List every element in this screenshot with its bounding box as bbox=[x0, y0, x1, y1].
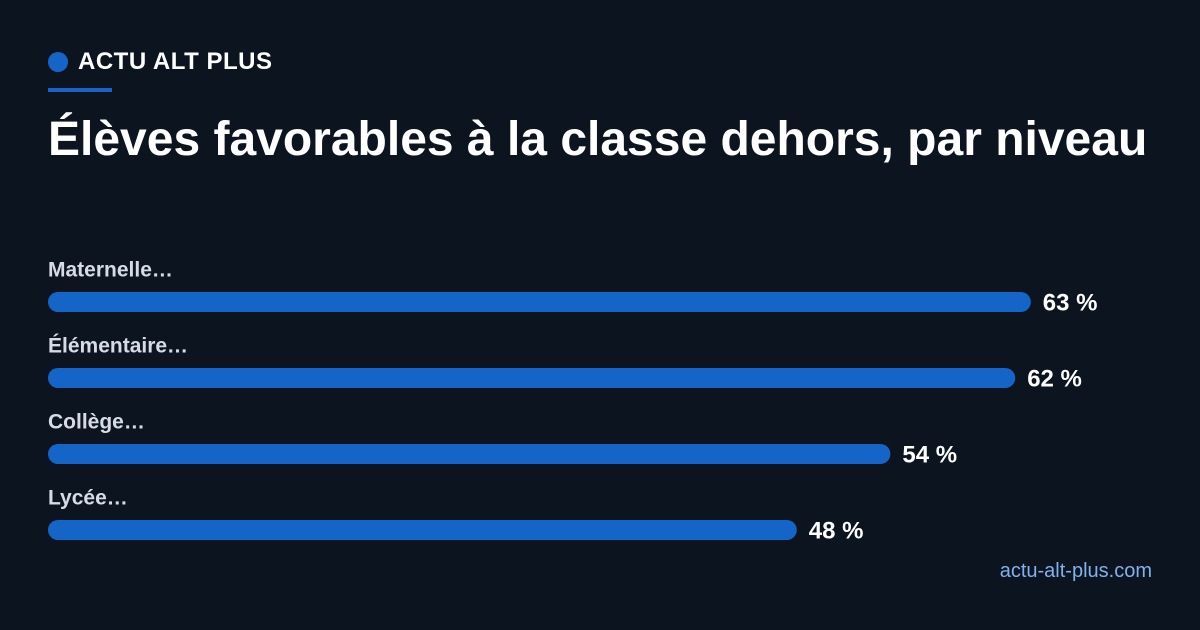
category-label: Élémentaire… bbox=[48, 335, 188, 358]
value-label: 48 % bbox=[809, 517, 864, 544]
brand-dot-icon bbox=[48, 52, 68, 72]
brand-header: ACTU ALT PLUS bbox=[48, 48, 272, 76]
bar bbox=[48, 368, 1016, 388]
category-label: Collège… bbox=[48, 411, 145, 434]
bar bbox=[48, 520, 797, 540]
category-label: Lycée… bbox=[48, 487, 128, 510]
brand-underline bbox=[48, 88, 112, 92]
bar bbox=[48, 444, 891, 464]
value-label: 54 % bbox=[902, 441, 957, 468]
bar bbox=[48, 292, 1031, 312]
source-link[interactable]: actu-alt-plus.com bbox=[999, 560, 1152, 582]
value-label: 62 % bbox=[1027, 365, 1082, 392]
category-label: Maternelle… bbox=[48, 259, 173, 282]
brand-name: ACTU ALT PLUS bbox=[78, 48, 273, 75]
chart-title: Élèves favorables à la classe dehors, pa… bbox=[48, 113, 1148, 166]
value-label: 63 % bbox=[1043, 289, 1098, 316]
